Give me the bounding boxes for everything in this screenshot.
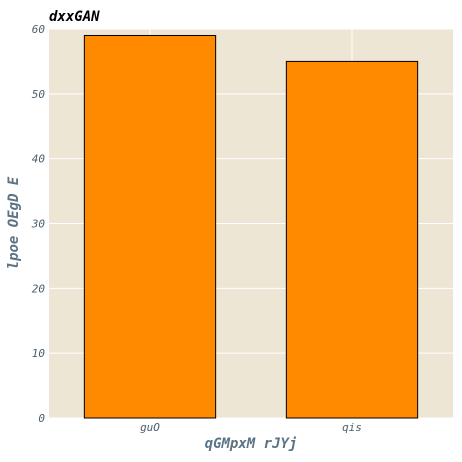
y-tick-label: 40 <box>32 153 46 166</box>
y-tick-label: 20 <box>32 282 46 295</box>
bar-guO <box>83 34 217 419</box>
bars <box>83 34 419 419</box>
y-tick-label: 0 <box>38 412 45 425</box>
x-tick-label: qis <box>342 421 362 434</box>
bar-qis <box>285 60 419 419</box>
y-tick-label: 50 <box>32 88 46 101</box>
y-tick-label: 60 <box>32 23 46 36</box>
y-tick-label: 30 <box>31 218 46 231</box>
chart-title: dxxGAN <box>49 9 100 25</box>
y-axis-label: lpoe OEgD E <box>6 176 22 269</box>
x-axis-label: qGMpxM rJYj <box>205 436 298 452</box>
x-tick-label: guO <box>140 421 160 434</box>
y-tick-label: 10 <box>32 347 46 360</box>
x-tick-labels: guO qis <box>140 421 362 434</box>
y-tick-labels: 0 10 20 30 40 50 60 <box>31 23 46 425</box>
